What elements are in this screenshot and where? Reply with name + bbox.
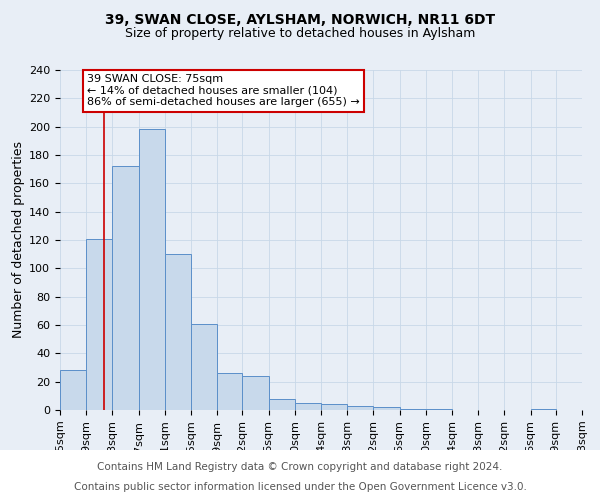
- Bar: [400, 408, 426, 410]
- Bar: [139, 130, 165, 410]
- Bar: [269, 398, 295, 410]
- X-axis label: Distribution of detached houses by size in Aylsham: Distribution of detached houses by size …: [161, 469, 481, 482]
- Bar: [165, 254, 191, 410]
- Bar: [373, 407, 400, 410]
- Bar: [426, 408, 452, 410]
- Text: Contains public sector information licensed under the Open Government Licence v3: Contains public sector information licen…: [74, 482, 526, 492]
- Text: Size of property relative to detached houses in Aylsham: Size of property relative to detached ho…: [125, 28, 475, 40]
- Text: 39, SWAN CLOSE, AYLSHAM, NORWICH, NR11 6DT: 39, SWAN CLOSE, AYLSHAM, NORWICH, NR11 6…: [105, 12, 495, 26]
- Bar: [191, 324, 217, 410]
- Bar: [86, 238, 112, 410]
- Y-axis label: Number of detached properties: Number of detached properties: [12, 142, 25, 338]
- Bar: [530, 408, 556, 410]
- Bar: [242, 376, 269, 410]
- Bar: [321, 404, 347, 410]
- Bar: [217, 373, 242, 410]
- Text: Contains HM Land Registry data © Crown copyright and database right 2024.: Contains HM Land Registry data © Crown c…: [97, 462, 503, 472]
- Bar: [347, 406, 373, 410]
- Text: 39 SWAN CLOSE: 75sqm
← 14% of detached houses are smaller (104)
86% of semi-deta: 39 SWAN CLOSE: 75sqm ← 14% of detached h…: [88, 74, 360, 108]
- Bar: [295, 403, 321, 410]
- Bar: [112, 166, 139, 410]
- Bar: [60, 370, 86, 410]
